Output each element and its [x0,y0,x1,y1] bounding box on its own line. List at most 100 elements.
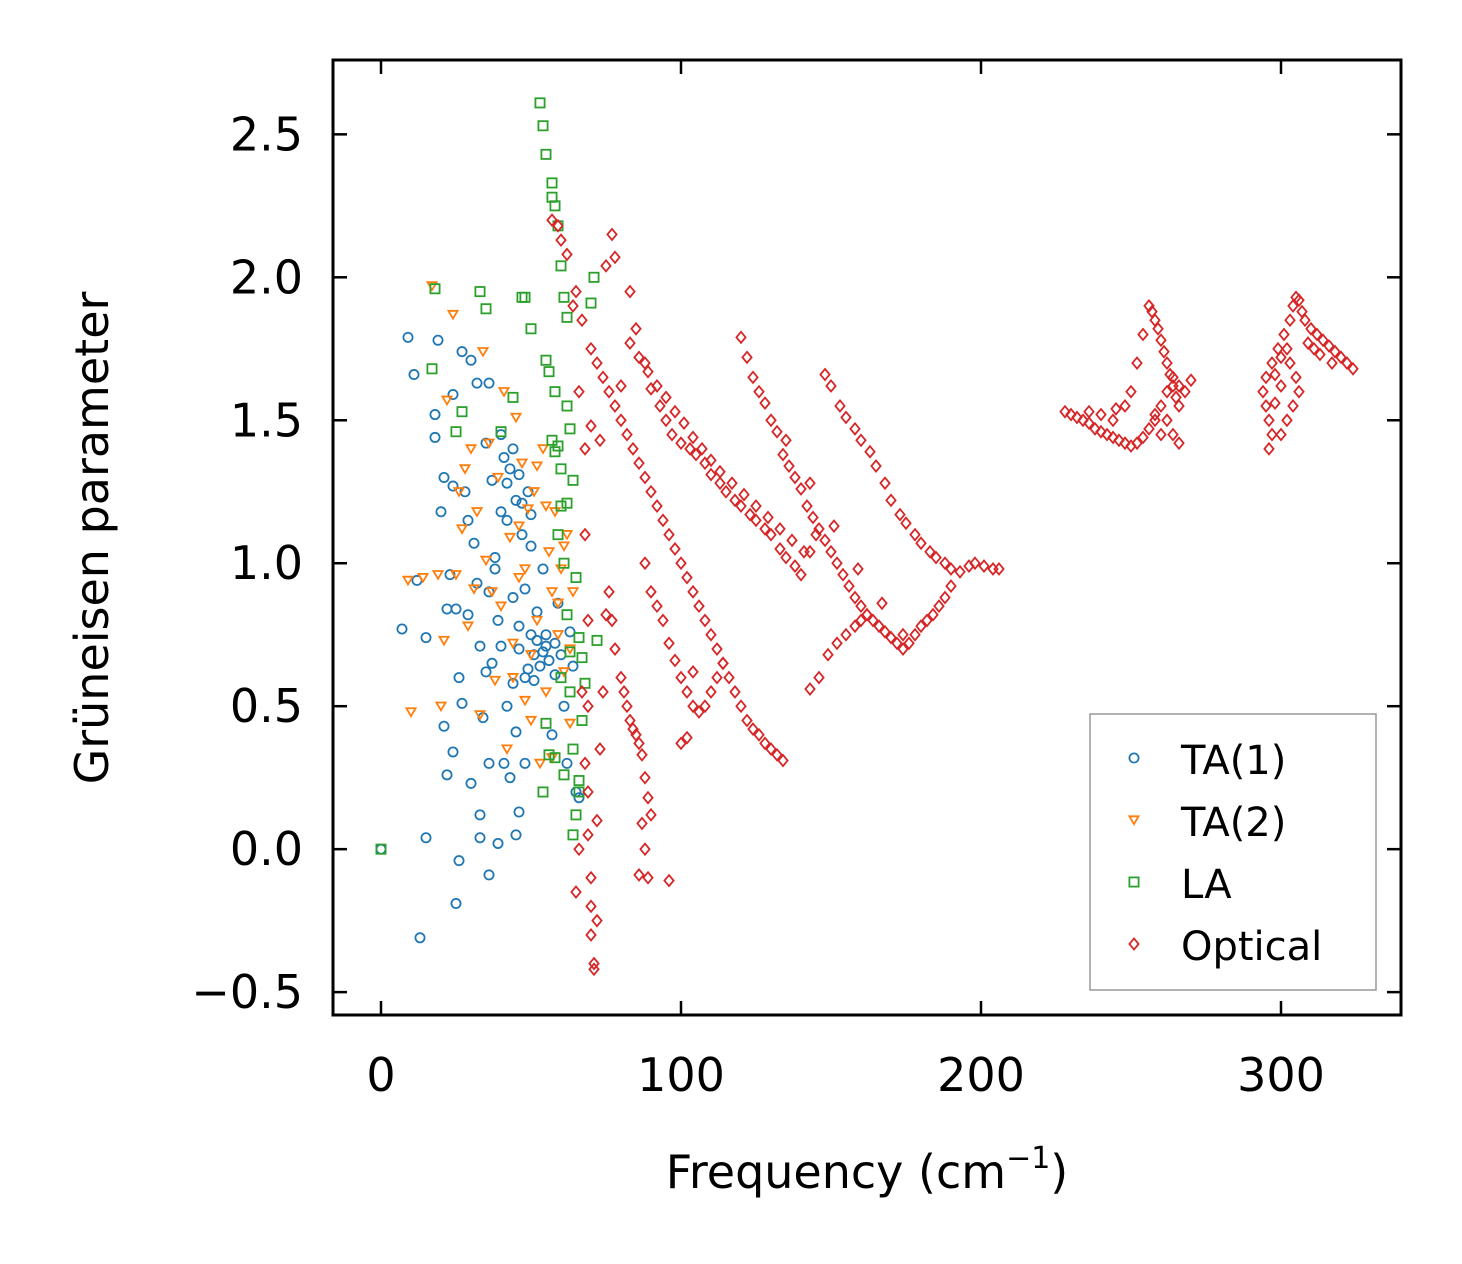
data-point [1161,384,1173,399]
data-point [1143,421,1155,436]
data-point [495,506,507,518]
data-point [446,309,460,321]
data-point [639,556,651,571]
data-point [810,527,822,542]
data-point [507,391,519,403]
data-point [705,467,717,482]
data-point [570,885,582,899]
data-point [510,829,522,841]
data-point [849,590,861,605]
data-point [693,704,705,719]
data-point [855,613,867,628]
data-point [855,599,867,614]
data-point [621,427,633,442]
data-point [651,379,663,393]
data-point [894,507,906,522]
data-point [777,753,789,768]
data-point [1317,333,1329,348]
data-point [1341,356,1353,371]
data-point [479,555,493,567]
data-point [530,461,544,472]
data-point [561,497,573,509]
data-point [921,613,933,628]
data-point [642,790,654,805]
data-point [1119,399,1131,413]
data-point [789,470,801,485]
data-point [1302,336,1314,350]
data-point [843,579,855,594]
data-point [825,379,837,393]
data-point [567,298,579,313]
data-point [573,632,585,644]
legend-label: LA [1181,862,1232,908]
data-point [555,672,567,684]
data-point [822,647,834,662]
data-point [458,464,472,475]
data-point [582,613,594,628]
data-point [480,303,492,315]
data-point [498,757,510,769]
data-point [537,120,549,132]
data-point [513,643,525,655]
data-point [879,624,891,639]
data-point [555,233,567,248]
data-point [591,913,603,928]
data-point [696,441,708,456]
data-point [441,769,453,781]
data-point [1110,401,1122,416]
data-point [750,513,762,528]
data-point [606,613,618,628]
data-point [432,334,444,346]
x-tick-label: 200 [937,1048,1025,1102]
data-point [600,258,612,273]
data-point [933,599,945,614]
data-point [534,660,546,672]
data-point [507,677,519,689]
data-point [402,331,414,343]
data-point [434,701,448,713]
y-tick-label: 2.0 [230,250,303,304]
data-point [450,897,462,909]
data-point [560,530,574,541]
data-point [729,493,741,508]
data-point [467,584,481,595]
data-point [681,570,693,585]
data-point [771,747,783,762]
data-point [531,634,543,646]
axis-ticks: 0 100 200 300 −0.5 0.0 0.5 1.0 1.5 2.0 2.5 [191,60,1401,1102]
legend-marker [1128,937,1140,951]
data-point [438,720,450,732]
data-point [546,213,558,228]
data-point [876,596,888,611]
data-point [714,476,726,491]
data-point [437,635,451,647]
data-point [438,471,450,483]
data-point [819,367,831,382]
data-point [774,542,786,556]
data-point [855,433,867,448]
data-point [687,664,699,679]
data-point [558,769,570,781]
data-point [566,587,580,598]
data-point [1137,430,1149,445]
data-point [750,499,762,513]
data-point [519,583,531,595]
data-point [1326,356,1338,371]
data-point [1071,410,1083,425]
data-point [639,770,651,785]
data-point [636,816,648,831]
data-point [606,227,618,242]
data-point [765,742,777,757]
data-point [420,832,432,844]
data-point [927,607,939,622]
data-point [543,749,555,761]
data-point [573,842,585,857]
data-point [573,384,585,399]
data-point [603,384,615,399]
data-point [654,399,666,413]
data-point [375,843,387,855]
data-point [426,363,438,375]
data-point [804,476,816,491]
data-point [780,550,792,565]
data-point [441,603,453,615]
